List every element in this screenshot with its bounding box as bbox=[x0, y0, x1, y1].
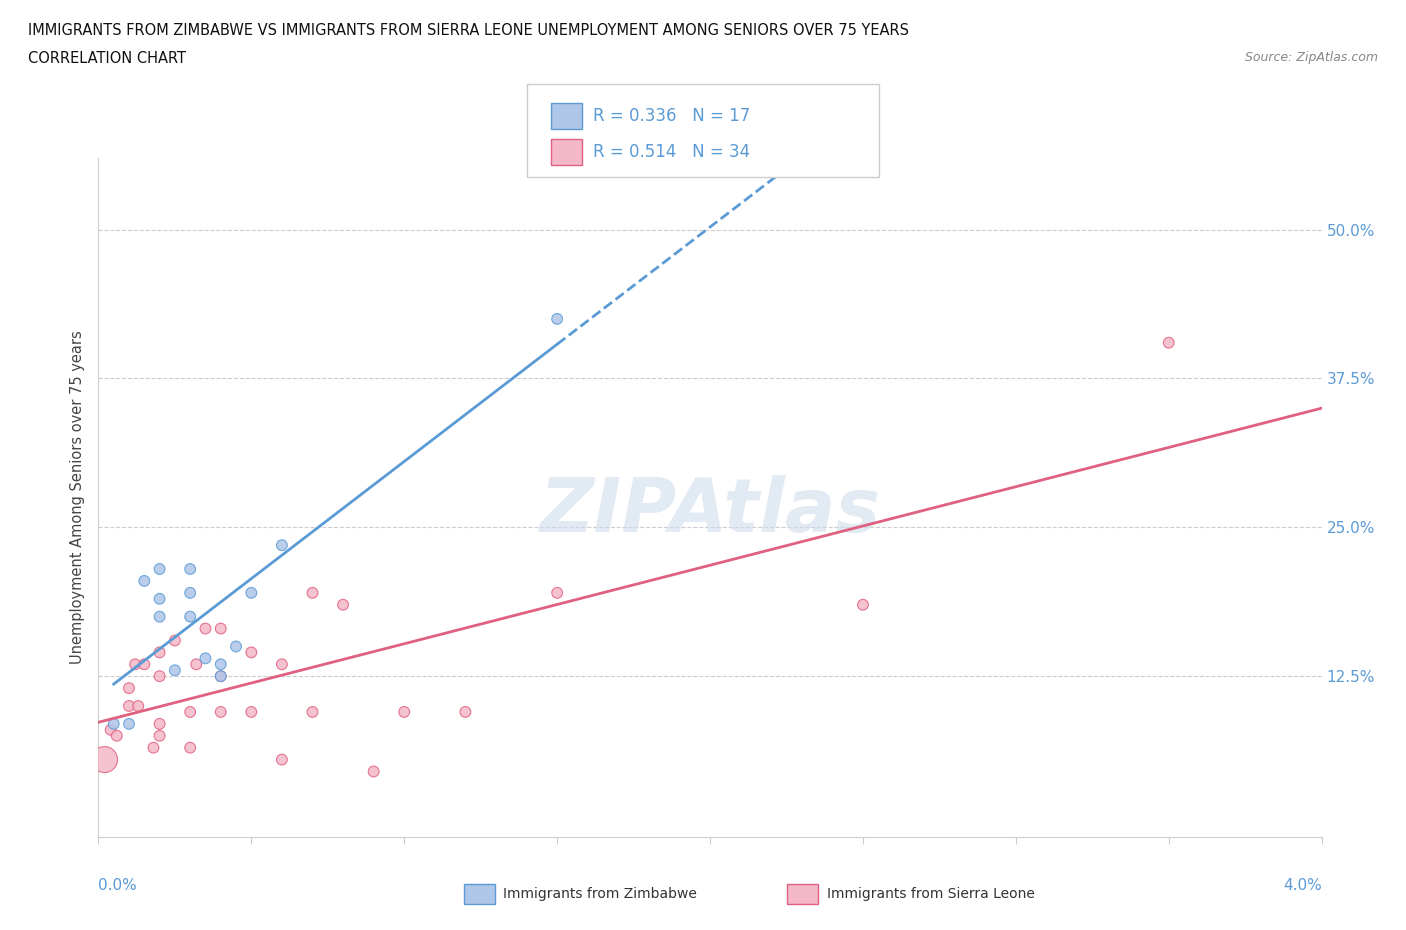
Point bbox=[118, 681, 141, 696]
Point bbox=[134, 574, 156, 589]
Text: Source: ZipAtlas.com: Source: ZipAtlas.com bbox=[1244, 51, 1378, 64]
Point bbox=[332, 597, 354, 612]
Point bbox=[118, 698, 141, 713]
Point bbox=[179, 609, 201, 624]
Point bbox=[163, 633, 186, 648]
Point bbox=[240, 644, 263, 659]
Point bbox=[179, 740, 201, 755]
Point bbox=[149, 644, 172, 659]
Point bbox=[546, 312, 568, 326]
Point bbox=[225, 639, 247, 654]
Point bbox=[179, 705, 201, 720]
Point bbox=[392, 705, 416, 720]
Text: R = 0.514   N = 34: R = 0.514 N = 34 bbox=[593, 143, 751, 161]
Point bbox=[209, 705, 232, 720]
Point bbox=[209, 657, 232, 671]
Text: Immigrants from Zimbabwe: Immigrants from Zimbabwe bbox=[503, 886, 697, 901]
Point bbox=[134, 657, 156, 671]
Point bbox=[179, 585, 201, 600]
Point bbox=[118, 716, 141, 731]
Text: 4.0%: 4.0% bbox=[1282, 878, 1322, 893]
Point bbox=[240, 585, 263, 600]
Point bbox=[852, 597, 875, 612]
Point bbox=[186, 657, 208, 671]
Point bbox=[103, 716, 125, 731]
Point bbox=[149, 716, 172, 731]
Point bbox=[209, 669, 232, 684]
Point bbox=[270, 752, 294, 767]
Point bbox=[149, 562, 172, 577]
Point bbox=[93, 752, 115, 767]
Point bbox=[149, 591, 172, 606]
Point bbox=[454, 705, 477, 720]
Point bbox=[209, 621, 232, 636]
Point bbox=[194, 651, 217, 666]
Text: CORRELATION CHART: CORRELATION CHART bbox=[28, 51, 186, 66]
Point bbox=[149, 609, 172, 624]
Point bbox=[363, 764, 385, 779]
Point bbox=[105, 728, 128, 743]
Text: Immigrants from Sierra Leone: Immigrants from Sierra Leone bbox=[827, 886, 1035, 901]
Text: IMMIGRANTS FROM ZIMBABWE VS IMMIGRANTS FROM SIERRA LEONE UNEMPLOYMENT AMONG SENI: IMMIGRANTS FROM ZIMBABWE VS IMMIGRANTS F… bbox=[28, 23, 910, 38]
Point bbox=[301, 585, 323, 600]
Point bbox=[194, 621, 217, 636]
Y-axis label: Unemployment Among Seniors over 75 years: Unemployment Among Seniors over 75 years bbox=[70, 331, 86, 664]
Point bbox=[301, 705, 323, 720]
Text: R = 0.336   N = 17: R = 0.336 N = 17 bbox=[593, 107, 751, 125]
Point bbox=[142, 740, 165, 755]
Point bbox=[240, 705, 263, 720]
Point bbox=[546, 585, 568, 600]
Point bbox=[100, 723, 122, 737]
Point bbox=[270, 657, 294, 671]
Point bbox=[149, 669, 172, 684]
Point bbox=[124, 657, 146, 671]
Text: 0.0%: 0.0% bbox=[98, 878, 138, 893]
Point bbox=[149, 728, 172, 743]
Point bbox=[163, 663, 186, 678]
Point bbox=[270, 538, 294, 552]
Point bbox=[1157, 336, 1180, 351]
Text: ZIPAtlas: ZIPAtlas bbox=[540, 474, 880, 548]
Point bbox=[127, 698, 149, 713]
Point bbox=[179, 562, 201, 577]
Point bbox=[209, 669, 232, 684]
